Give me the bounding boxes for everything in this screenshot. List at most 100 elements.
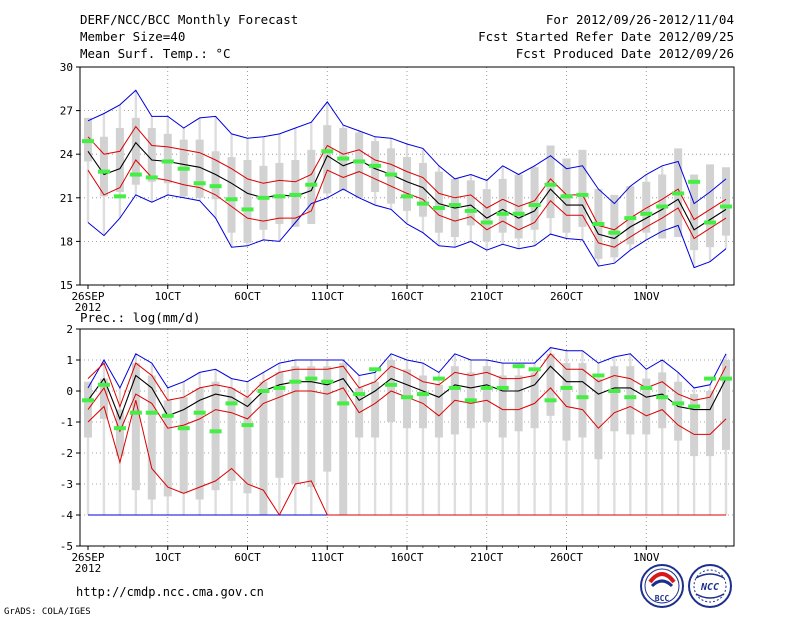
box-bar	[722, 167, 730, 236]
box-bar	[371, 381, 380, 438]
median-mark	[640, 211, 653, 216]
box-bar	[482, 366, 491, 422]
forecast-period: For 2012/09/26-2012/11/04	[546, 12, 734, 27]
median-mark	[145, 410, 158, 415]
box-bar	[530, 372, 539, 429]
median-mark	[480, 220, 493, 225]
box-bar	[690, 394, 699, 457]
median-mark	[113, 426, 126, 431]
box-bar	[227, 387, 236, 481]
y-tick-label: -5	[60, 540, 73, 553]
y-tick-label: 0	[66, 385, 73, 398]
box-bar	[498, 375, 507, 438]
median-mark	[305, 376, 318, 381]
box-bar	[722, 360, 730, 450]
x-tick-label: 11OCT	[311, 290, 344, 303]
box-bar	[403, 157, 411, 211]
box-bar	[355, 132, 364, 198]
median-mark	[401, 395, 413, 400]
median-mark	[608, 389, 621, 393]
median-mark	[257, 389, 270, 393]
box-bar	[706, 391, 715, 457]
lower-spread-line	[87, 400, 726, 516]
box-bar	[163, 133, 172, 184]
box-bar	[275, 162, 284, 224]
median-mark	[480, 385, 493, 390]
median-mark	[416, 392, 429, 397]
x-tick-label: 1NOV	[633, 290, 660, 303]
box-bar	[307, 366, 316, 488]
median-mark	[544, 398, 557, 403]
y-tick-label: -4	[60, 509, 74, 522]
bcc-logo: BCC	[640, 564, 684, 608]
x-tick-label: 21OCT	[470, 551, 503, 564]
median-mark	[193, 410, 206, 415]
whisker	[86, 120, 90, 223]
median-mark	[209, 184, 222, 189]
box-bar	[243, 160, 252, 243]
box-bar	[307, 149, 316, 224]
median-mark	[448, 203, 461, 208]
box-bar	[562, 363, 571, 441]
x-tick-year: 2012	[75, 301, 102, 314]
y-tick-label: 24	[60, 148, 74, 161]
box-bar	[339, 363, 348, 515]
box-bar	[131, 117, 140, 185]
median-mark	[337, 156, 350, 161]
median-mark	[257, 195, 270, 200]
median-mark	[672, 401, 685, 406]
box-bar	[323, 125, 332, 194]
median-mark	[656, 204, 669, 209]
median-mark	[177, 166, 190, 171]
median-mark	[576, 192, 589, 197]
box-bar	[578, 363, 587, 438]
median-mark	[177, 426, 190, 431]
whisker	[676, 372, 680, 515]
box-bar	[690, 174, 699, 251]
y-tick-label: 2	[66, 323, 73, 336]
box-bar	[578, 149, 587, 227]
max-envelope-line	[87, 347, 727, 389]
median-mark	[416, 201, 429, 206]
box-bar	[115, 409, 124, 457]
whisker	[533, 363, 536, 515]
box-bar	[418, 162, 427, 217]
median-mark	[576, 395, 589, 400]
y-tick-label: 18	[60, 235, 73, 248]
box-bar	[642, 181, 651, 233]
ncc-logo: NCC	[688, 564, 732, 608]
figure-title: DERF/NCC/BCC Monthly Forecast	[80, 12, 298, 27]
whisker	[645, 369, 648, 515]
box-bar	[323, 366, 332, 472]
box-bar	[482, 189, 491, 242]
x-tick-label: 11OCT	[311, 551, 344, 564]
median-mark	[337, 401, 350, 406]
y-tick-label: 30	[60, 61, 73, 74]
whisker	[549, 347, 552, 515]
box-bar	[514, 375, 523, 432]
y-tick-label: 15	[60, 279, 73, 292]
whisker	[102, 360, 106, 515]
median-mark	[640, 385, 653, 390]
median-mark	[289, 379, 302, 384]
box-bar	[546, 145, 555, 219]
median-mark	[161, 159, 174, 164]
median-mark	[273, 194, 286, 199]
grads-credit: GrADS: COLA/IGES	[4, 607, 91, 617]
source-url[interactable]: http://cmdp.ncc.cma.gov.cn	[76, 585, 264, 599]
x-tick-label: 26OCT	[550, 551, 583, 564]
upper-spread-line	[87, 353, 727, 408]
median-mark	[432, 205, 445, 210]
median-mark	[321, 379, 334, 384]
y-tick-label: -2	[60, 447, 73, 460]
box-bar	[179, 397, 188, 494]
box-bar	[115, 128, 124, 192]
whisker	[357, 375, 361, 515]
median-mark	[560, 385, 573, 390]
median-mark	[353, 392, 366, 397]
box-bar	[546, 353, 555, 416]
median-mark	[241, 207, 254, 212]
